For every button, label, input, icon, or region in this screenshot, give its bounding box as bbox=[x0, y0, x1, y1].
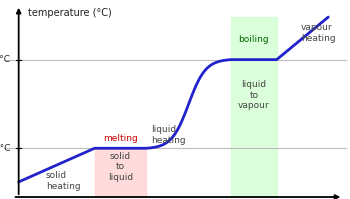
Text: melting: melting bbox=[103, 134, 138, 143]
Text: temperature (°C): temperature (°C) bbox=[28, 8, 112, 18]
Text: boiling: boiling bbox=[239, 35, 269, 44]
Text: 0°C: 0°C bbox=[0, 144, 11, 153]
Text: liquid
heating: liquid heating bbox=[151, 125, 186, 145]
Text: 100°C: 100°C bbox=[0, 55, 11, 64]
Text: solid
to
liquid: solid to liquid bbox=[108, 152, 133, 182]
Text: solid
heating: solid heating bbox=[46, 171, 80, 191]
Text: liquid
to
vapour: liquid to vapour bbox=[238, 80, 270, 110]
Text: vapour
heating: vapour heating bbox=[301, 23, 336, 43]
